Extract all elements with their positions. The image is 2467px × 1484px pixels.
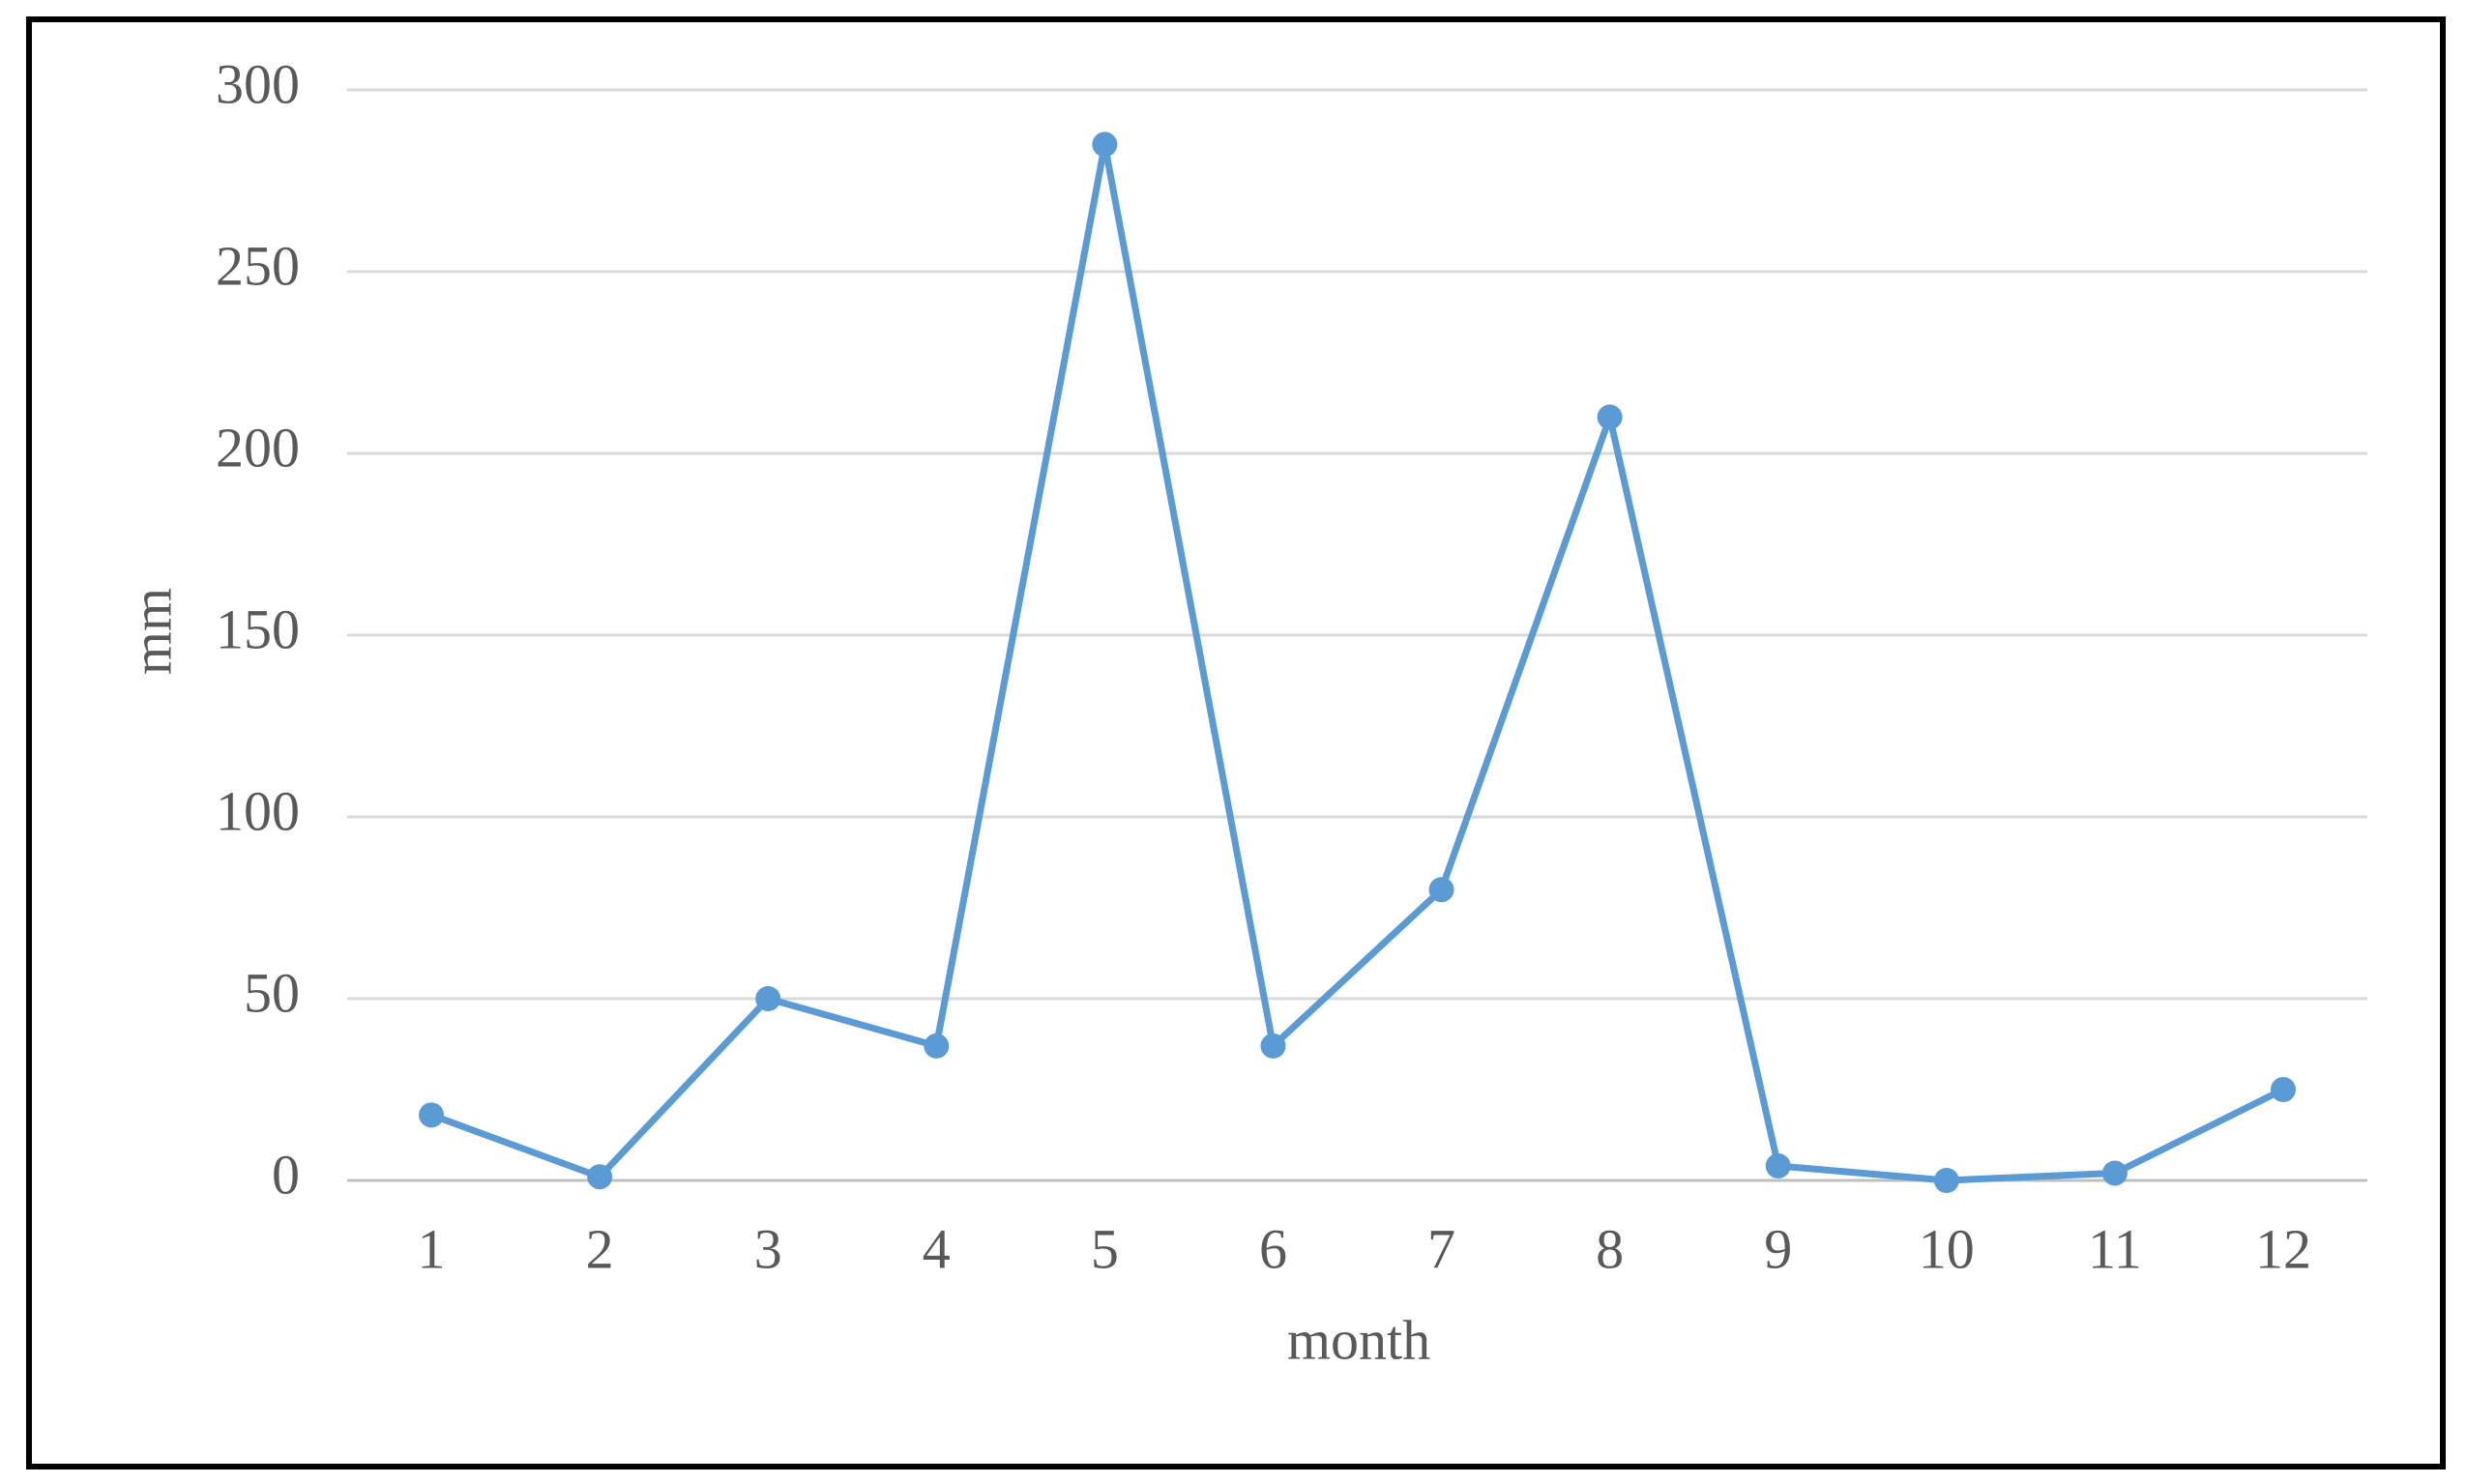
chart-border: [26, 16, 2446, 1469]
x-axis-title: month: [1287, 1308, 1430, 1371]
data-point: [587, 1164, 613, 1190]
data-point: [1933, 1168, 1959, 1193]
y-tick-label: 200: [216, 416, 300, 479]
y-tick-label: 0: [272, 1143, 300, 1206]
x-tick-label: 6: [1259, 1217, 1287, 1280]
y-tick-label: 250: [216, 234, 300, 297]
data-point: [1428, 877, 1454, 903]
x-tick-label: 4: [923, 1217, 951, 1280]
data-point: [755, 986, 781, 1011]
x-tick-label: 7: [1427, 1217, 1455, 1280]
x-tick-label: 8: [1596, 1217, 1624, 1280]
data-point: [2101, 1160, 2128, 1186]
x-tick-label: 9: [1764, 1217, 1792, 1280]
data-point: [2270, 1077, 2296, 1102]
y-tick-label: 100: [216, 779, 300, 842]
y-tick-label: 150: [216, 597, 300, 660]
x-tick-label: 5: [1091, 1217, 1119, 1280]
x-tick-label: 3: [754, 1217, 782, 1280]
data-point: [1597, 404, 1623, 430]
x-tick-label: 1: [418, 1217, 446, 1280]
x-tick-label: 10: [1919, 1217, 1975, 1280]
data-point: [1092, 131, 1118, 158]
data-point: [924, 1033, 950, 1059]
x-tick-label: 2: [586, 1217, 614, 1280]
y-tick-label: 300: [216, 52, 300, 115]
y-axis-title: mm: [120, 588, 183, 675]
y-tick-label: 50: [244, 961, 300, 1024]
x-tick-label: 11: [2088, 1217, 2142, 1280]
data-point: [419, 1102, 445, 1128]
data-point: [1765, 1152, 1791, 1178]
x-tick-label: 12: [2255, 1217, 2311, 1280]
data-line: [429, 140, 2285, 1184]
data-point: [1260, 1033, 1286, 1059]
